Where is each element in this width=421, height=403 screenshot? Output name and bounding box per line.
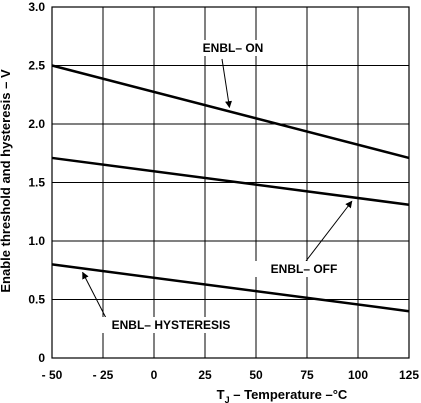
- enbl-off-label: ENBL– OFF: [271, 262, 338, 276]
- x-tick-label: 50: [249, 368, 263, 382]
- enbl-off-label-bg: [252, 261, 356, 277]
- enbl-on-line: [51, 64, 410, 160]
- enbl-on-arrow: [221, 58, 232, 109]
- x-tick-label: 100: [348, 368, 368, 382]
- enbl-on-label-bg: [181, 40, 285, 56]
- x-axis-label-rest: – Temperature –°C: [230, 387, 348, 402]
- y-axis-label: Enable threshold and hysteresis – V: [0, 69, 13, 293]
- y-tick-label: 3.0: [28, 0, 45, 14]
- x-tick-label: - 50: [42, 368, 63, 382]
- x-axis-label-main: T: [217, 387, 225, 402]
- y-tick-labels: 0 0.5 1.0 1.5 2.0 2.5 3.0: [28, 0, 45, 365]
- x-axis-label: TJ – Temperature –°C: [217, 387, 348, 403]
- enbl-off-arrow: [305, 200, 353, 262]
- x-axis-label-sub: J: [225, 395, 230, 403]
- annotations: ENBL– ON ENBL– OFF ENBL– HYSTERESIS: [82, 40, 356, 333]
- series-group: [51, 64, 410, 313]
- x-tick-label: - 25: [93, 368, 114, 382]
- x-tick-label: 25: [198, 368, 212, 382]
- enbl-on-label: ENBL– ON: [203, 41, 264, 55]
- grid: [51, 6, 410, 359]
- x-tick-label: 75: [300, 368, 314, 382]
- x-tick-labels: - 50 - 25 0 25 50 75 100 125: [42, 368, 420, 382]
- enbl-off-line: [51, 156, 410, 206]
- enbl-hysteresis-line: [51, 263, 410, 313]
- y-tick-label: 0.5: [28, 293, 45, 307]
- enbl-hysteresis-label: ENBL– HYSTERESIS: [112, 318, 231, 332]
- y-tick-label: 0: [38, 351, 45, 365]
- enbl-hysteresis-label-bg: [101, 317, 241, 333]
- y-tick-label: 2.0: [28, 117, 45, 131]
- y-tick-label: 1.0: [28, 234, 45, 248]
- y-tick-label: 1.5: [28, 176, 45, 190]
- plot-frame: [51, 6, 410, 359]
- enbl-hysteresis-arrow: [82, 271, 107, 319]
- x-tick-label: 125: [399, 368, 419, 382]
- x-tick-label: 0: [151, 368, 158, 382]
- y-tick-label: 2.5: [28, 59, 45, 73]
